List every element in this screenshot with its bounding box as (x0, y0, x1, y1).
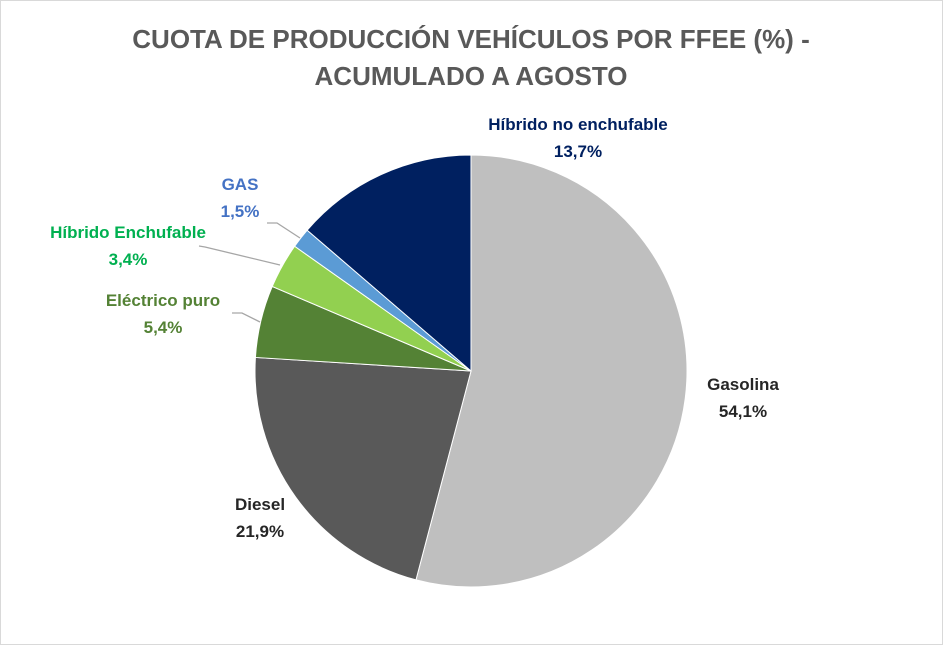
data-label-category: GAS (222, 175, 259, 194)
data-label-category: Híbrido Enchufable (50, 223, 206, 242)
data-label-value: 21,9% (236, 522, 284, 541)
data-label-value: 54,1% (719, 402, 767, 421)
chart-title-line-1: CUOTA DE PRODUCCIÓN VEHÍCULOS POR FFEE (… (132, 24, 809, 54)
data-label-category: Eléctrico puro (106, 291, 220, 310)
data-label-category: Diesel (235, 495, 285, 514)
data-label-value: 1,5% (221, 202, 260, 221)
data-label-category: Gasolina (707, 375, 779, 394)
data-label-value: 3,4% (109, 250, 148, 269)
chart-title-line-2: ACUMULADO A AGOSTO (315, 61, 628, 91)
pie-slice-diesel (254, 356, 472, 581)
data-label-category: Híbrido no enchufable (488, 115, 667, 134)
pie-slice-gasolina (415, 154, 688, 588)
leader-line (232, 312, 261, 323)
pie-slice-h-brido-no-enchufable (306, 154, 472, 373)
data-label-value: 5,4% (144, 318, 183, 337)
leader-line (198, 245, 281, 266)
data-label-value: 13,7% (554, 142, 602, 161)
leader-line (267, 222, 301, 239)
